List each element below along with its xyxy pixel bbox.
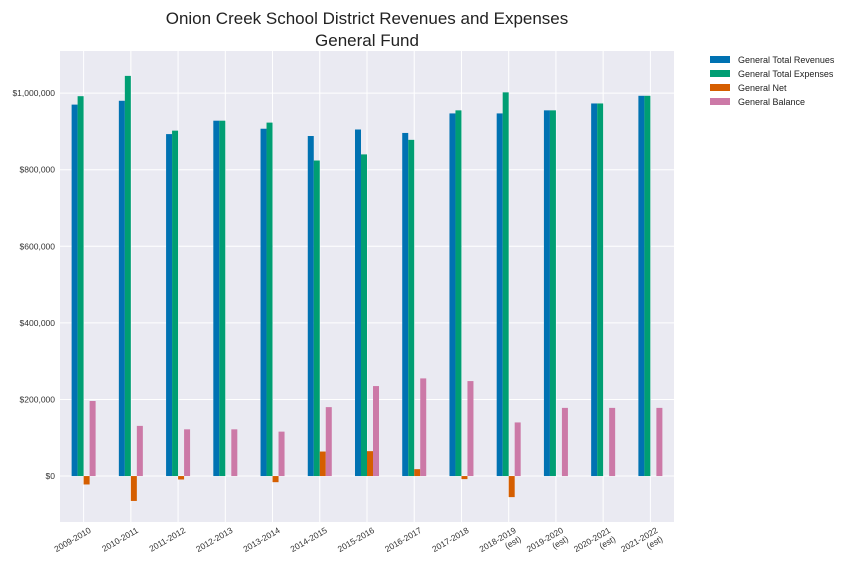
bar [130,476,137,501]
bar [449,113,456,477]
bar [184,429,191,477]
bar [508,476,515,498]
bar [402,132,409,477]
x-tick-label: 2011-2012 [147,525,187,554]
x-tick-label: 2020-2021(est) [572,525,617,554]
bar [307,136,314,477]
x-tick-label-line: 2011-2012 [147,525,187,554]
bar [414,469,421,477]
y-axis-ticks: $0 $200,000 $400,000 $600,000 $800,000 $1,000… [12,88,55,481]
bar [213,120,220,477]
bar [178,476,185,480]
bar [136,425,143,477]
bar [355,129,361,477]
x-tick-label: 2019-2020(est) [525,525,570,554]
bar [166,134,173,477]
x-tick-label-line: 2014-2015 [289,525,329,554]
x-tick-label-line: 2010-2011 [100,525,140,554]
bar [231,429,238,477]
bar [89,400,96,477]
bar [83,476,90,485]
x-tick-label-line: 2015-2016 [336,525,376,554]
bar [71,104,78,477]
bar [408,139,415,477]
x-tick-label-line: 2009-2010 [52,525,92,554]
bar [272,476,279,483]
x-tick-label: 2016-2017 [383,525,423,554]
legend-swatch [710,84,730,91]
bar [638,95,645,477]
x-tick-label-line: 2016-2017 [383,525,423,554]
bar [502,92,509,477]
legend-label: General Net [738,83,787,93]
chart-title: Onion Creek School District Revenues and… [166,9,569,50]
bar [455,110,462,477]
bar [656,407,663,477]
bar [172,130,179,477]
bar [420,378,427,477]
bar [543,110,550,477]
bar [644,95,651,477]
bar [549,110,556,477]
x-tick-label: 2018-2019(est) [477,525,522,554]
x-tick-label: 2013-2014 [241,525,281,554]
y-tick-label: $1,000,000 [12,88,55,98]
bar [461,476,468,480]
bar [319,451,326,477]
x-tick-label: 2015-2016 [336,525,376,554]
x-tick-label: 2009-2010 [52,525,92,554]
y-tick-label: $400,000 [20,318,56,328]
bar [373,386,379,477]
x-tick-label: 2014-2015 [289,525,329,554]
bar [118,100,125,477]
x-tick-label-line: 2013-2014 [241,525,281,554]
x-tick-label: 2010-2011 [100,525,140,554]
y-tick-label: $0 [46,471,56,481]
bar [278,431,285,477]
bar [467,381,474,477]
legend-label: General Total Expenses [738,69,834,79]
legend-label: General Total Revenues [738,55,835,65]
bar [609,407,616,477]
legend-swatch [710,56,730,63]
bar [361,154,367,477]
y-tick-label: $800,000 [20,165,56,175]
x-tick-label: 2021-2022(est) [619,525,664,554]
bar [77,96,84,477]
bar [266,122,273,477]
x-axis-ticks: 2009-2010 2010-2011 2011-2012 2012-2013 2013… [52,525,664,554]
bar [514,422,521,477]
bar [219,120,226,477]
legend-swatch [710,70,730,77]
y-tick-label: $200,000 [20,394,56,404]
bar [260,128,267,477]
chart-title-line: Onion Creek School District Revenues and… [166,9,569,28]
x-tick-label-line: 2017-2018 [430,525,470,554]
legend-label: General Balance [738,97,805,107]
bar [367,451,373,477]
x-tick-label: 2012-2013 [194,525,234,554]
legend-swatch [710,98,730,105]
x-tick-label-line: 2012-2013 [194,525,234,554]
bar [591,103,598,477]
legend: General Total Revenues General Total Expe… [710,55,835,107]
bar [496,113,503,477]
x-tick-label: 2017-2018 [430,525,470,554]
bar [313,160,320,477]
bar [597,103,604,477]
bar [124,75,131,477]
chart-title-line: General Fund [315,31,419,50]
bar [325,407,332,477]
bars [71,75,663,501]
bar [561,407,568,477]
y-tick-label: $600,000 [20,241,56,251]
